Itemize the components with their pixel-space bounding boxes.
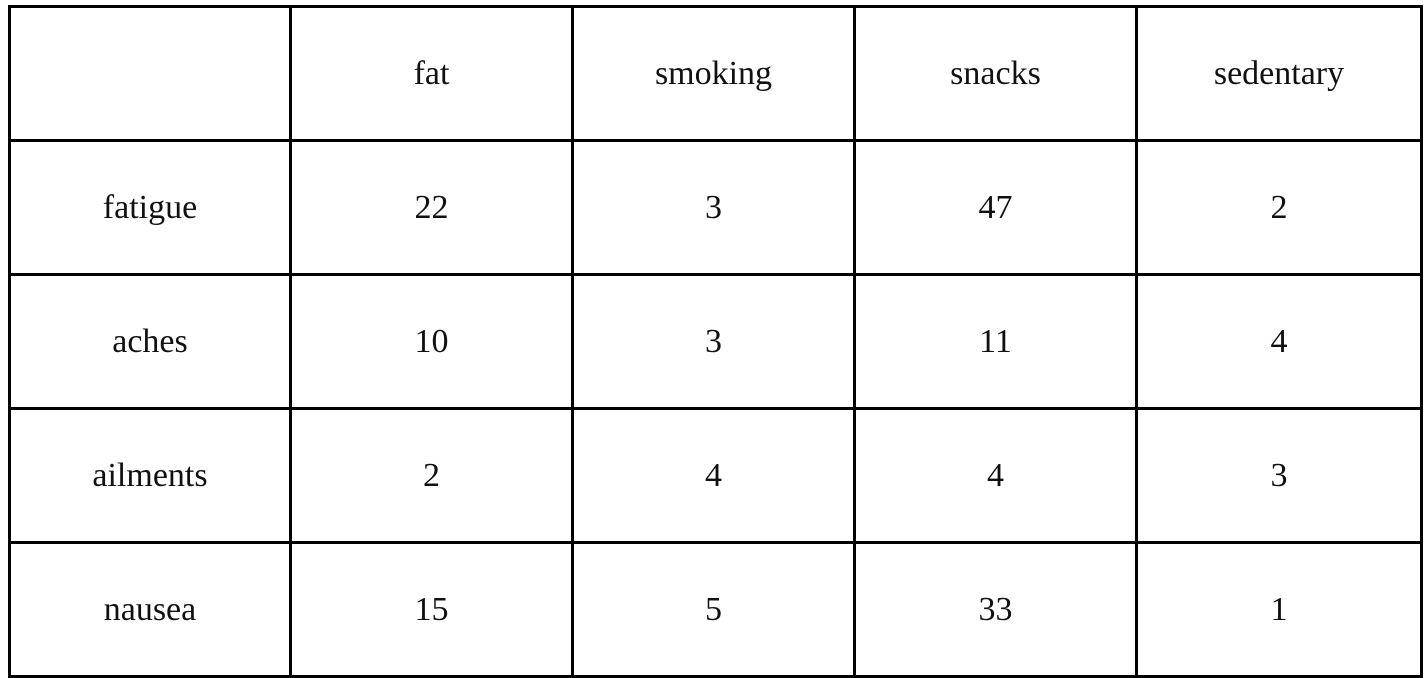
column-header-fat: fat <box>289 5 574 142</box>
row-header-nausea: nausea <box>8 541 292 678</box>
table-cell: 22 <box>289 139 574 276</box>
column-header-snacks: snacks <box>853 5 1138 142</box>
column-header-smoking: smoking <box>571 5 856 142</box>
column-header-sedentary: sedentary <box>1135 5 1423 142</box>
table-cell: 3 <box>1135 407 1423 544</box>
row-header-fatigue: fatigue <box>8 139 292 276</box>
row-header-aches: aches <box>8 273 292 410</box>
table-cell: 15 <box>289 541 574 678</box>
table-cell: 2 <box>1135 139 1423 276</box>
table-row: fatigue 22 3 47 2 <box>8 139 1423 276</box>
table-cell: 4 <box>853 407 1138 544</box>
table-cell: 4 <box>571 407 856 544</box>
header-row: fat smoking snacks sedentary <box>8 5 1423 142</box>
table-cell: 11 <box>853 273 1138 410</box>
table-cell: 2 <box>289 407 574 544</box>
table-row: ailments 2 4 4 3 <box>8 407 1423 544</box>
table-cell: 1 <box>1135 541 1423 678</box>
table-cell: 3 <box>571 273 856 410</box>
table-cell: 10 <box>289 273 574 410</box>
table-cell: 33 <box>853 541 1138 678</box>
table-cell: 5 <box>571 541 856 678</box>
table-cell: 47 <box>853 139 1138 276</box>
table-cell: 4 <box>1135 273 1423 410</box>
data-table-container: fat smoking snacks sedentary fatigue 22 … <box>8 5 1423 678</box>
table-cell: 3 <box>571 139 856 276</box>
corner-cell <box>8 5 292 142</box>
table-row: aches 10 3 11 4 <box>8 273 1423 410</box>
row-header-ailments: ailments <box>8 407 292 544</box>
table-row: nausea 15 5 33 1 <box>8 541 1423 678</box>
data-table: fat smoking snacks sedentary fatigue 22 … <box>8 5 1423 678</box>
